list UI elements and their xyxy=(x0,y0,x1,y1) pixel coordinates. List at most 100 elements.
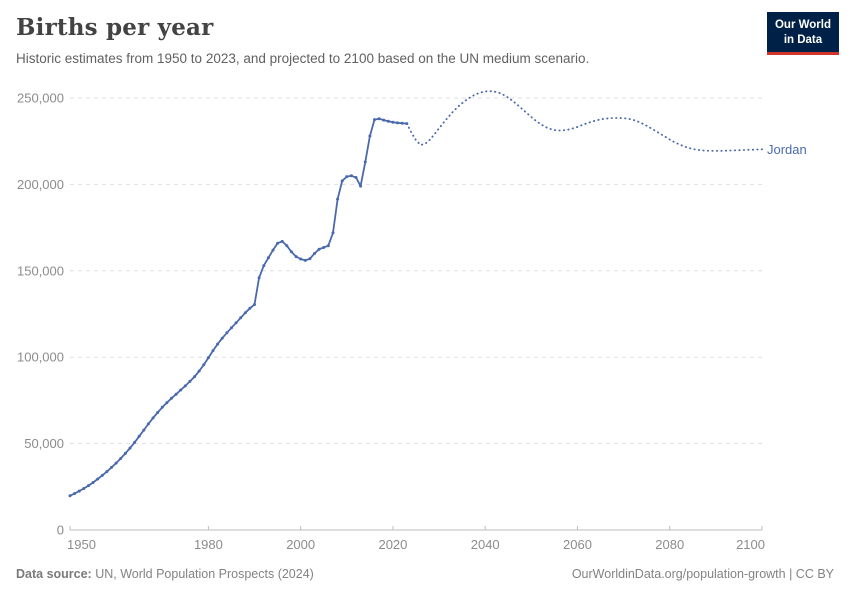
data-point-marker xyxy=(230,326,233,330)
data-point-marker xyxy=(146,422,150,426)
data-point-marker xyxy=(271,248,275,252)
data-point-marker xyxy=(336,197,340,201)
y-axis-tick-label: 100,000 xyxy=(17,350,64,365)
data-point-marker xyxy=(257,276,261,280)
x-axis-tick-label: 1980 xyxy=(194,537,223,552)
footer-source-text: UN, World Population Prospects (2024) xyxy=(91,567,314,581)
data-point-marker xyxy=(326,244,330,248)
data-point-marker xyxy=(114,461,118,465)
data-point-marker xyxy=(156,411,160,414)
data-point-marker xyxy=(317,247,321,251)
data-point-marker xyxy=(96,477,100,481)
data-point-marker xyxy=(322,246,326,249)
data-point-marker xyxy=(110,465,113,469)
data-point-marker xyxy=(225,331,229,335)
data-point-marker xyxy=(183,384,187,388)
y-axis-tick-label: 0 xyxy=(57,523,64,538)
data-point-marker xyxy=(280,239,284,243)
data-point-marker xyxy=(239,316,243,320)
data-point-marker xyxy=(73,492,77,495)
y-axis-tick-label: 200,000 xyxy=(17,177,64,192)
owid-logo[interactable]: Our World in Data xyxy=(766,12,839,55)
data-point-marker xyxy=(359,184,363,188)
owid-logo-line1: Our World xyxy=(774,19,831,31)
data-point-marker xyxy=(87,484,90,488)
data-point-marker xyxy=(193,375,197,379)
data-point-marker xyxy=(303,258,307,262)
data-point-marker xyxy=(119,457,123,460)
x-axis-tick-label: 2060 xyxy=(563,537,592,552)
data-point-marker xyxy=(289,250,293,254)
data-point-marker xyxy=(373,118,376,122)
x-axis-tick-label: 2100 xyxy=(736,537,765,552)
data-point-marker xyxy=(340,179,344,183)
data-point-marker xyxy=(68,494,72,498)
data-point-marker xyxy=(386,119,390,123)
page-title: Births per year xyxy=(16,14,214,41)
data-point-marker xyxy=(206,356,210,360)
x-axis-tick-label: 2000 xyxy=(286,537,315,552)
y-axis-tick-label: 250,000 xyxy=(17,91,64,106)
data-point-marker xyxy=(91,481,95,484)
data-point-marker xyxy=(400,121,404,125)
footer-source: Data source: UN, World Population Prospe… xyxy=(16,567,314,581)
data-point-marker xyxy=(170,396,173,400)
data-point-marker xyxy=(396,121,399,125)
x-axis-tick-label: 1950 xyxy=(67,537,96,552)
data-point-marker xyxy=(262,264,266,268)
data-point-marker xyxy=(248,306,252,310)
data-point-marker xyxy=(165,401,169,405)
data-point-marker xyxy=(220,336,224,340)
data-point-marker xyxy=(377,117,381,121)
data-point-marker xyxy=(349,174,353,178)
data-point-marker xyxy=(253,303,256,306)
page-subtitle: Historic estimates from 1950 to 2023, an… xyxy=(16,51,590,66)
data-point-marker xyxy=(308,257,312,261)
entity-label[interactable]: Jordan xyxy=(767,142,807,157)
data-point-marker xyxy=(123,451,127,455)
x-axis-tick-label: 2040 xyxy=(471,537,500,552)
data-point-marker xyxy=(363,160,367,164)
y-axis-tick-label: 150,000 xyxy=(17,263,64,278)
data-point-marker xyxy=(100,473,104,477)
data-point-marker xyxy=(294,255,298,259)
data-point-marker xyxy=(331,231,335,235)
owid-logo-line2: in Data xyxy=(783,33,823,46)
footer-attribution: OurWorldinData.org/population-growth | C… xyxy=(571,567,834,581)
data-point-marker xyxy=(188,379,192,383)
data-point-marker xyxy=(234,321,238,325)
x-axis-tick-label: 2080 xyxy=(655,537,684,552)
x-axis-tick-label: 2020 xyxy=(378,537,407,552)
data-point-marker xyxy=(354,176,358,179)
data-point-marker xyxy=(276,241,280,245)
data-point-marker xyxy=(197,369,201,373)
data-point-marker xyxy=(77,489,81,493)
data-point-marker xyxy=(243,311,247,315)
data-point-marker xyxy=(285,244,289,248)
data-point-marker xyxy=(133,440,137,444)
data-point-marker xyxy=(382,118,386,122)
data-point-marker xyxy=(105,470,109,474)
data-point-marker xyxy=(142,428,146,432)
y-axis-tick-label: 50,000 xyxy=(24,436,64,451)
projection-line xyxy=(405,90,763,152)
data-point-marker xyxy=(151,416,155,420)
data-point-marker xyxy=(128,446,132,450)
data-point-marker xyxy=(216,342,220,346)
data-point-marker xyxy=(174,392,178,396)
data-point-marker xyxy=(368,134,372,138)
chart-footer: Data source: UN, World Population Prospe… xyxy=(16,567,834,581)
data-point-marker xyxy=(202,363,206,367)
data-point-marker xyxy=(266,256,270,260)
data-point-marker xyxy=(345,175,349,179)
data-point-marker xyxy=(179,388,183,392)
data-point-marker xyxy=(313,252,316,255)
data-point-marker xyxy=(160,405,164,409)
data-point-marker xyxy=(391,120,395,124)
data-point-marker xyxy=(137,434,141,438)
data-point-marker xyxy=(299,257,303,261)
footer-source-label: Data source: xyxy=(16,567,92,581)
historic-line xyxy=(69,117,407,497)
